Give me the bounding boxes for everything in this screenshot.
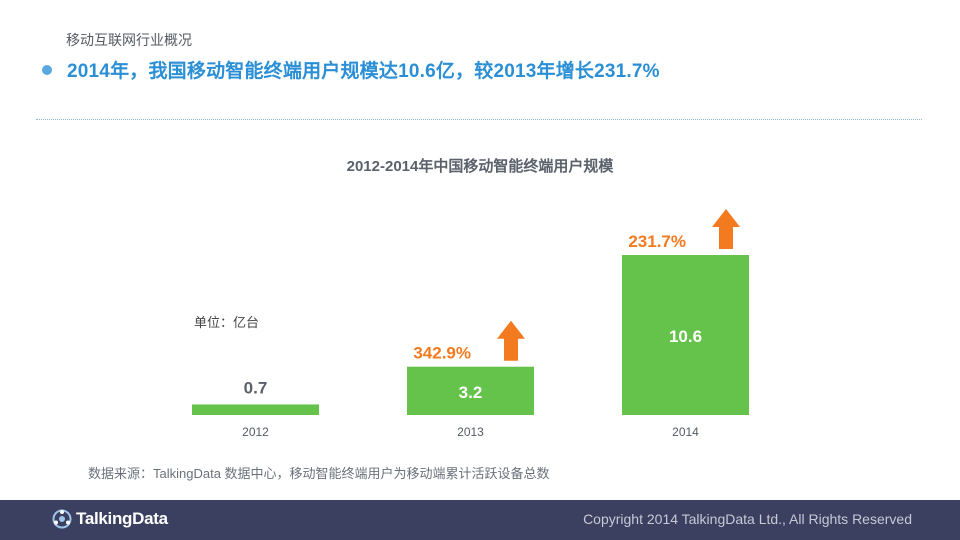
headline: 2014年，我国移动智能终端用户规模达10.6亿，较2013年增长231.7% [67, 61, 660, 82]
bar-value-label: 3.2 [459, 383, 483, 402]
bar-value-label: 10.6 [669, 327, 702, 346]
divider [36, 119, 922, 120]
bar-2014 [622, 255, 749, 415]
talkingdata-logo-icon [52, 509, 72, 529]
unit-label: 单位：亿台 [194, 315, 260, 330]
bar-2013 [407, 366, 534, 415]
copyright: Copyright 2014 TalkingData Ltd., All Rig… [583, 511, 912, 527]
section-label: 移动互联网行业概况 [66, 32, 192, 48]
growth-arrow-up-icon [497, 320, 525, 361]
brand-name: TalkingData [76, 509, 168, 528]
growth-arrow-up-icon [712, 209, 740, 249]
x-tick-label: 2013 [457, 425, 484, 439]
x-tick-label: 2014 [672, 425, 699, 439]
chart-title: 2012-2014年中国移动智能终端用户规模 [346, 158, 614, 175]
brand-logo: TalkingData [52, 509, 168, 529]
bar-value-label: 0.7 [244, 378, 268, 397]
source-note: 数据来源：TalkingData 数据中心，移动智能终端用户为移动端累计活跃设备… [88, 466, 550, 481]
x-tick-label: 2012 [242, 425, 269, 439]
bullet-dot-icon [42, 64, 52, 75]
bar-2012 [192, 404, 319, 415]
headline-row: 2014年，我国移动智能终端用户规模达10.6亿，较2013年增长231.7% [42, 56, 660, 83]
growth-label: 231.7% [628, 232, 686, 251]
footer: TalkingData Copyright 2014 TalkingData L… [0, 500, 960, 540]
growth-label: 342.9% [413, 344, 471, 363]
